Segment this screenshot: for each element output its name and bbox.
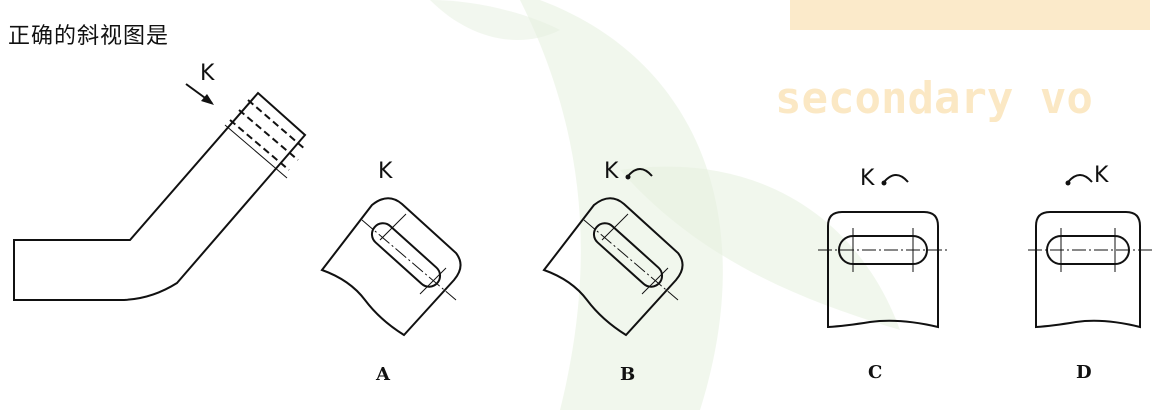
- option-c-view-label: K: [860, 166, 875, 191]
- watermark-text: secondary vo: [775, 73, 1093, 124]
- option-b-outline: [542, 197, 684, 337]
- option-c-rotation-icon: [883, 174, 909, 183]
- option-d-rotation-arrowhead: [1065, 180, 1071, 186]
- option-b-rotation-arrowhead: [625, 174, 631, 180]
- option-a-outline: [320, 197, 462, 337]
- option-b-label: B: [620, 364, 635, 385]
- option-a-center-line: [361, 219, 457, 301]
- option-d-label: D: [1076, 362, 1092, 383]
- watermark-leaf: [520, 0, 723, 410]
- option-b-rotation-icon: [627, 168, 653, 177]
- hidden-line: [238, 109, 299, 161]
- option-c-label: C: [868, 362, 882, 383]
- option-a-center-line: [419, 267, 447, 295]
- watermark-logo: [790, 0, 1150, 30]
- option-a-view: [320, 197, 462, 337]
- question-text: 正确的斜视图是: [8, 24, 170, 49]
- option-b-center-line: [601, 213, 629, 241]
- option-c-rotation-arrowhead: [881, 180, 887, 186]
- option-b-view: [542, 168, 684, 337]
- option-d-view-label: K: [1094, 163, 1109, 188]
- option-c-view: [818, 174, 950, 329]
- option-a-center-line: [379, 213, 407, 241]
- main-part-view: [13, 83, 307, 301]
- option-c-slot: [838, 235, 928, 265]
- option-d-outline: [1035, 211, 1141, 329]
- option-b-center-line: [641, 267, 669, 295]
- hidden-line: [247, 99, 307, 151]
- option-d-rotation-icon: [1067, 174, 1093, 183]
- part-outline: [13, 91, 307, 301]
- view-label-k: K: [200, 61, 215, 86]
- option-b-center-line: [583, 219, 679, 301]
- view-direction-arrowhead: [201, 94, 214, 105]
- hidden-line: [229, 119, 290, 171]
- option-d-view: [1028, 174, 1152, 329]
- option-a-view-label: K: [378, 159, 393, 184]
- option-c-outline: [827, 211, 939, 329]
- option-a-slot: [370, 222, 442, 288]
- option-a-label: A: [375, 364, 391, 385]
- watermark-leaf: [620, 166, 900, 330]
- option-b-view-label: K: [604, 159, 619, 184]
- center-line: [224, 124, 288, 179]
- watermark-leaf: [430, 0, 560, 40]
- watermark: secondary vo: [430, 0, 1150, 410]
- option-b-slot: [592, 222, 664, 288]
